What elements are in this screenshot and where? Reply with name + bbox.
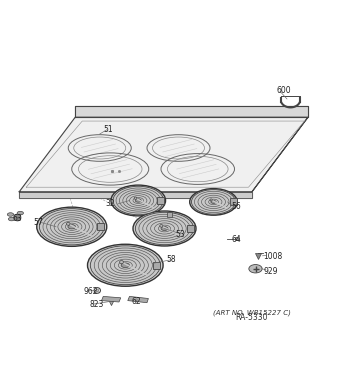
Ellipse shape (135, 212, 194, 245)
Ellipse shape (37, 207, 107, 246)
FancyBboxPatch shape (187, 225, 194, 232)
Ellipse shape (211, 200, 216, 203)
Text: 600: 600 (276, 87, 291, 95)
Text: 929: 929 (263, 267, 278, 276)
Ellipse shape (68, 225, 76, 229)
Text: 57: 57 (33, 218, 43, 227)
Text: RA-5330: RA-5330 (236, 313, 268, 322)
Polygon shape (19, 192, 252, 198)
Ellipse shape (210, 199, 212, 201)
Text: 58: 58 (166, 256, 176, 264)
Text: 32: 32 (106, 200, 116, 209)
Ellipse shape (134, 197, 137, 199)
Text: 56: 56 (231, 202, 241, 211)
Ellipse shape (111, 185, 166, 216)
Ellipse shape (249, 264, 262, 273)
Text: 51: 51 (103, 125, 113, 134)
Ellipse shape (161, 226, 168, 231)
Text: 1008: 1008 (263, 252, 282, 261)
Text: 63: 63 (13, 214, 22, 223)
Ellipse shape (235, 238, 239, 241)
FancyBboxPatch shape (153, 262, 160, 269)
Ellipse shape (113, 186, 163, 215)
Text: 962: 962 (84, 287, 98, 296)
Ellipse shape (17, 211, 23, 215)
Text: 53: 53 (176, 230, 186, 239)
FancyBboxPatch shape (157, 197, 164, 204)
Ellipse shape (66, 222, 70, 225)
FancyBboxPatch shape (97, 223, 104, 230)
Ellipse shape (160, 225, 163, 227)
Ellipse shape (120, 260, 124, 264)
Ellipse shape (191, 189, 236, 214)
Text: 64: 64 (231, 235, 241, 244)
Ellipse shape (90, 246, 160, 285)
Polygon shape (167, 212, 172, 217)
Polygon shape (128, 297, 148, 303)
Ellipse shape (133, 211, 196, 246)
Polygon shape (102, 297, 121, 302)
Ellipse shape (88, 244, 163, 286)
Polygon shape (75, 106, 308, 117)
Ellipse shape (8, 217, 15, 221)
Ellipse shape (7, 213, 14, 216)
FancyBboxPatch shape (230, 198, 237, 206)
Polygon shape (19, 117, 308, 192)
Text: (ART NO. WB15227 C): (ART NO. WB15227 C) (213, 310, 291, 316)
Ellipse shape (39, 209, 104, 245)
Ellipse shape (135, 199, 141, 202)
Ellipse shape (190, 189, 237, 215)
Text: 62: 62 (132, 297, 141, 306)
Polygon shape (252, 117, 308, 192)
Text: 823: 823 (89, 300, 104, 309)
Ellipse shape (121, 263, 130, 267)
